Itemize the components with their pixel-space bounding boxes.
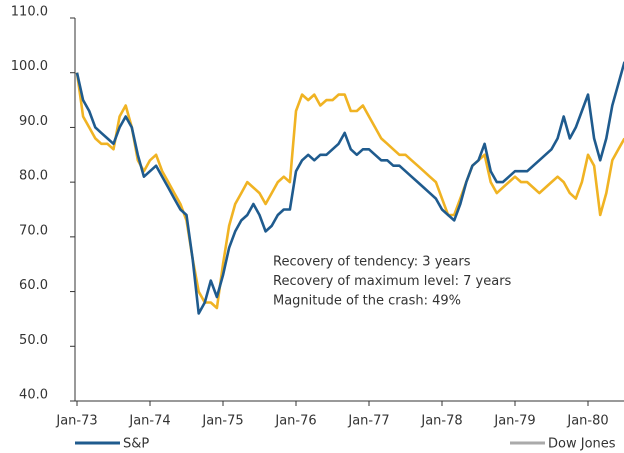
- y-tick-label: 80.0: [19, 169, 48, 184]
- y-tick-label: 100.0: [11, 59, 48, 74]
- legend-label: S&P: [123, 437, 149, 452]
- legend-label: Dow Jones: [548, 437, 616, 452]
- y-tick-label: 40.0: [19, 388, 48, 403]
- series-line: [75, 61, 624, 315]
- annotation: Magnitude of the crash: 49%: [273, 294, 461, 309]
- annotation: Recovery of tendency: 3 years: [273, 255, 471, 270]
- x-tick-label: Jan-80: [566, 414, 608, 429]
- x-tick-label: Jan-75: [201, 414, 243, 429]
- y-tick-label: 50.0: [19, 333, 48, 348]
- y-tick-label: 60.0: [19, 278, 48, 293]
- x-tick-label: Jan-76: [274, 414, 316, 429]
- y-tick-label: 90.0: [19, 114, 48, 129]
- y-tick-label: 110.0: [11, 5, 48, 20]
- x-tick-label: Jan-79: [493, 414, 535, 429]
- x-tick-label: Jan-77: [347, 414, 389, 429]
- annotation: Recovery of maximum level: 7 years: [273, 274, 512, 289]
- x-tick-label: Jan-74: [128, 414, 170, 429]
- series-line: [75, 72, 624, 310]
- x-tick-label: Jan-73: [55, 414, 97, 429]
- y-tick-label: 70.0: [19, 223, 48, 238]
- x-tick-label: Jan-78: [420, 414, 462, 429]
